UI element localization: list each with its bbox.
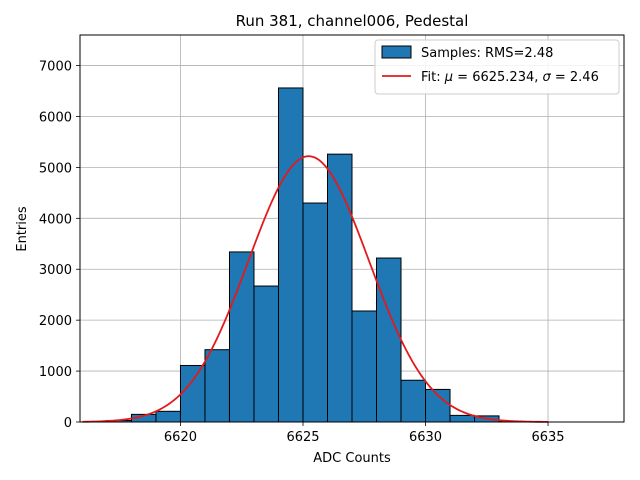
y-tick-label: 7000	[39, 60, 72, 75]
legend-fit-prefix: Fit:	[421, 70, 445, 85]
y-axis-label: Entries	[15, 206, 30, 252]
histogram-bar	[253, 285, 279, 423]
y-tick-label: 0	[64, 416, 72, 431]
histogram-bar	[376, 257, 402, 423]
histogram-bar	[449, 414, 476, 423]
histogram-bar	[400, 379, 427, 423]
plot-frame	[79, 34, 625, 423]
chart-title: Run 381, channel006, Pedestal	[236, 12, 469, 30]
axis-ticks: 6620 6625 6630 6635 0 1000 2000 3000 4000 5000 600…	[39, 60, 565, 445]
legend-mu-value: = 6625.234,	[453, 70, 542, 85]
x-tick-label: 6620	[164, 430, 197, 445]
legend-sigma-value: = 2.46	[551, 70, 599, 85]
y-tick-label: 2000	[39, 314, 72, 329]
x-tick-label: 6635	[531, 430, 564, 445]
histogram-bar	[351, 310, 378, 423]
legend-sigma-symbol: σ	[543, 70, 552, 85]
x-tick-label: 6625	[286, 430, 319, 445]
gaussian-fit-line	[82, 155, 549, 423]
legend-fit-label: Fit: μ = 6625.234, σ = 2.46	[421, 70, 599, 85]
histogram-bar	[179, 364, 206, 423]
x-tick-label: 6630	[409, 430, 442, 445]
legend-mu-symbol: μ	[444, 70, 453, 85]
histogram-bars	[106, 87, 525, 423]
legend-samples-label: Samples: RMS=2.48	[421, 46, 553, 61]
y-tick-label: 1000	[39, 365, 72, 380]
histogram-bar	[204, 349, 230, 423]
histogram-bar	[302, 202, 328, 423]
legend: Samples: RMS=2.48 Fit: μ = 6625.234, σ =…	[374, 39, 620, 95]
x-axis-label: ADC Counts	[313, 451, 391, 466]
histogram-bar	[155, 410, 181, 423]
y-tick-label: 4000	[39, 212, 72, 227]
legend-box	[374, 39, 620, 95]
legend-samples-swatch	[381, 45, 412, 59]
histogram-bar	[326, 153, 353, 423]
y-tick-label: 3000	[39, 263, 72, 278]
y-tick-label: 6000	[39, 110, 72, 125]
y-tick-label: 5000	[39, 161, 72, 176]
histogram-bar	[277, 87, 304, 423]
